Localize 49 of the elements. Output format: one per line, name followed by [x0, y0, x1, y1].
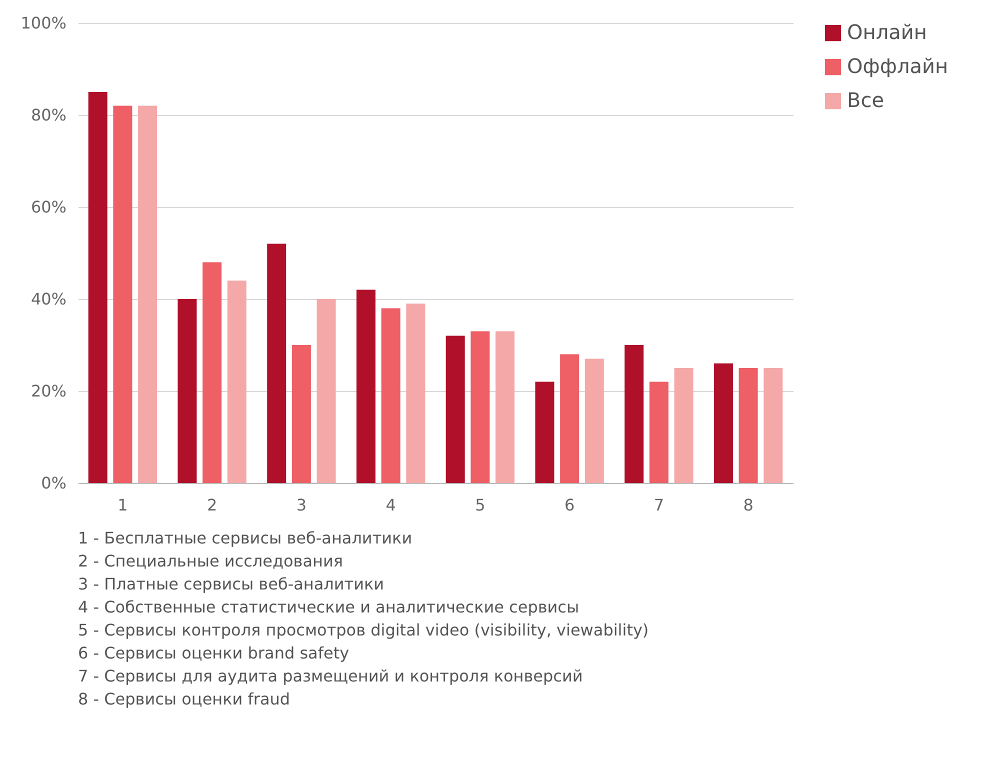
bar — [227, 280, 246, 483]
x-tick-label: 2 — [206, 496, 218, 514]
bar — [560, 354, 580, 483]
text: 3 - Платные сервисы веб-аналитики — [78, 574, 384, 594]
bar — [178, 299, 197, 483]
text: 2 - Специальные исследования — [78, 552, 344, 570]
x-tick-label: 3 — [296, 496, 307, 514]
bar — [292, 345, 311, 483]
y-tick-label: 0% — [41, 474, 66, 492]
bar — [624, 345, 644, 483]
bar — [406, 304, 426, 483]
x-tick-label: 4 — [386, 496, 396, 514]
y-tick-label: 100% — [20, 14, 66, 32]
x-tick-label: 8 — [743, 496, 754, 514]
text: 7 - Сервисы для аудита размещений и контроля конверсий — [78, 666, 583, 686]
text: 8 - Сервисы оценки fraud — [78, 690, 290, 708]
bar — [267, 244, 286, 483]
bar — [202, 262, 222, 483]
y-tick-label: 20% — [30, 382, 66, 400]
bar — [738, 368, 758, 483]
x-tick-label: 5 — [475, 496, 486, 514]
bar — [714, 363, 733, 483]
bar — [470, 331, 490, 483]
legend-label: Все — [847, 88, 884, 112]
y-tick-label: 80% — [30, 106, 66, 124]
x-tick-label: 1 — [118, 496, 128, 514]
bar — [649, 382, 668, 483]
text: 4 - Собственные статистические и аналитические сервисы — [78, 598, 580, 616]
text: 5 - Сервисы контроля просмотров digital video (visibility, viewability) — [78, 620, 649, 640]
y-tick-label: 40% — [30, 290, 66, 308]
bar — [138, 106, 158, 483]
bar — [674, 368, 694, 483]
text: 1 - Бесплатные сервисы веб-аналитики — [78, 528, 412, 548]
bar — [88, 92, 108, 483]
legend-label: Онлайн — [847, 20, 927, 44]
bar — [446, 336, 465, 483]
bar — [316, 299, 336, 483]
bar — [496, 331, 515, 483]
text: 6 - Сервисы оценки brand safety — [78, 644, 350, 662]
legend-label: Оффлайн — [847, 54, 948, 78]
x-tick-label: 7 — [654, 496, 664, 514]
y-tick-label: 60% — [30, 198, 66, 216]
bar — [535, 382, 554, 483]
bar — [356, 290, 376, 483]
bar — [584, 358, 604, 483]
bar — [381, 308, 400, 483]
bar — [764, 368, 783, 483]
bar — [113, 106, 132, 483]
x-tick-label: 6 — [564, 496, 575, 514]
